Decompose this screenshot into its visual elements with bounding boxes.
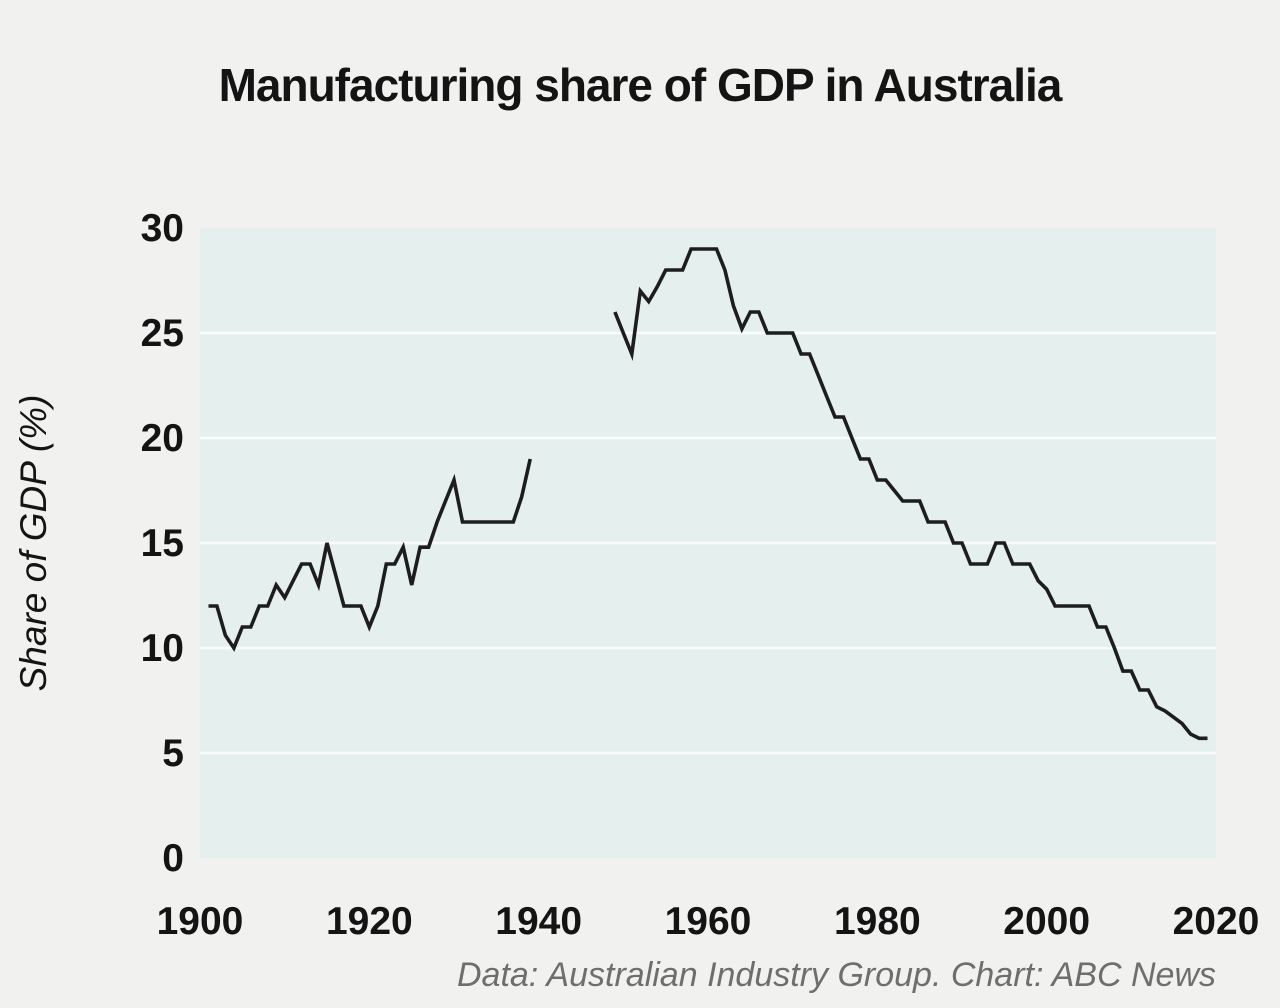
x-axis-tick-labels: 1900 1920 1940 1960 1980 2000 2020 bbox=[157, 900, 1260, 943]
source-note: Data: Australian Industry Group. Chart: … bbox=[456, 956, 1216, 994]
y-tick-label: 0 bbox=[162, 837, 184, 880]
x-tick-label: 2020 bbox=[1173, 900, 1260, 943]
y-tick-label: 10 bbox=[141, 627, 184, 670]
y-axis-tick-labels: 0 5 10 15 20 25 30 bbox=[141, 207, 184, 880]
x-tick-label: 1900 bbox=[157, 900, 244, 943]
y-tick-label: 25 bbox=[141, 312, 184, 355]
series-line-1949-2019 bbox=[613, 247, 1208, 741]
x-tick-label: 1960 bbox=[665, 900, 752, 943]
y-tick-label: 15 bbox=[141, 522, 184, 565]
y-tick-label: 20 bbox=[141, 417, 184, 460]
chart-title: Manufacturing share of GDP in Australia bbox=[218, 59, 1063, 111]
series-line-1901-1939 bbox=[208, 458, 532, 652]
y-tick-label: 5 bbox=[162, 732, 184, 775]
x-tick-label: 2000 bbox=[1003, 900, 1090, 943]
data-series-lines bbox=[208, 247, 1208, 741]
y-axis-title: Share of GDP (%) bbox=[13, 395, 54, 692]
x-tick-label: 1920 bbox=[326, 900, 413, 943]
gridlines bbox=[200, 331, 1216, 755]
x-tick-label: 1940 bbox=[495, 900, 582, 943]
y-tick-label: 30 bbox=[141, 207, 184, 250]
x-tick-label: 1980 bbox=[834, 900, 921, 943]
